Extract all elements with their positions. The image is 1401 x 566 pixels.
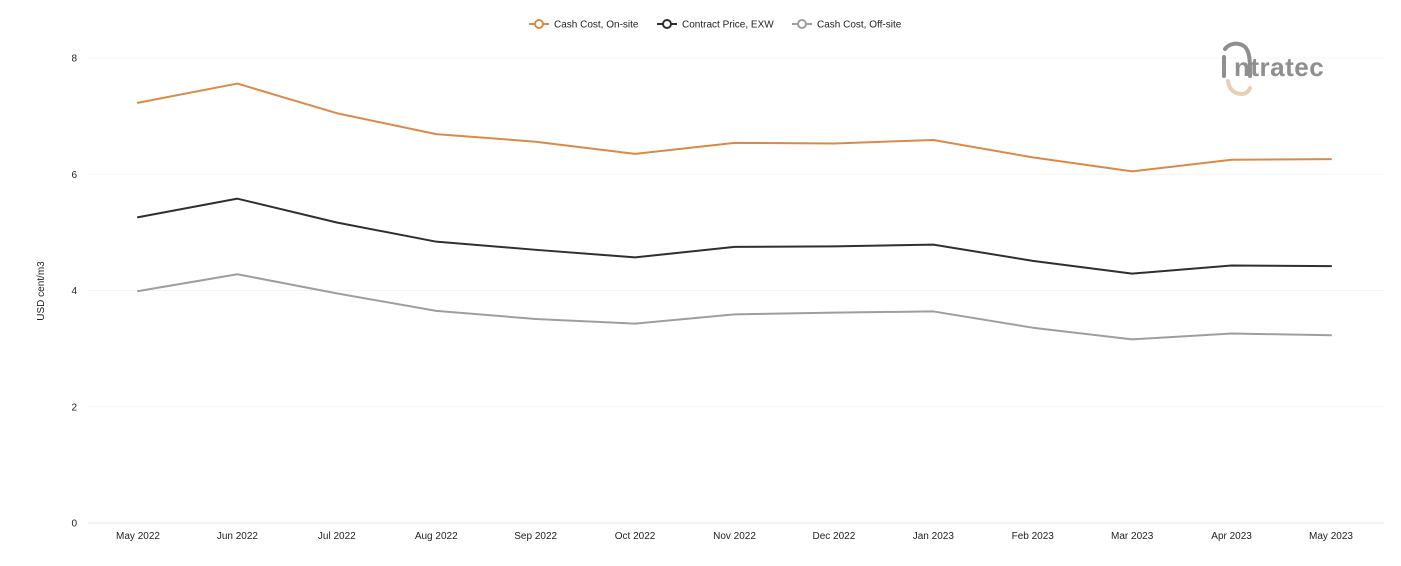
x-tick-label: Oct 2022: [615, 531, 656, 542]
gridlines: [88, 57, 1384, 524]
legend: Cash Cost, On-site Contract Price, EXW Cas…: [529, 19, 902, 31]
legend-label: Cash Cost, On-site: [554, 20, 639, 31]
x-tick-label: Nov 2022: [713, 531, 756, 542]
x-tick-label: Sep 2022: [514, 531, 557, 542]
x-tick-label: Jun 2022: [217, 531, 259, 542]
legend-item: Contract Price, EXW: [657, 19, 774, 31]
y-axis-title: USD cent/m3: [36, 261, 47, 321]
y-tick-label: 2: [71, 402, 77, 413]
x-tick-label: Jan 2023: [913, 531, 955, 542]
legend-label: Contract Price, EXW: [682, 20, 774, 31]
y-axis: 0 2 4 6 8: [71, 54, 77, 530]
legend-marker-icon: [534, 19, 544, 29]
y-tick-label: 6: [71, 170, 77, 181]
x-tick-label: May 2023: [1309, 531, 1353, 542]
y-tick-label: 0: [71, 519, 77, 530]
intratec-logo-icon: [1222, 41, 1252, 97]
brand-name: ntratec: [1234, 52, 1324, 82]
series-line-1: [137, 82, 1332, 173]
series-line-2: [137, 197, 1332, 275]
legend-marker-icon: [797, 19, 807, 29]
legend-label: Cash Cost, Off-site: [817, 20, 902, 31]
x-tick-label: May 2022: [116, 531, 160, 542]
y-tick-label: 4: [71, 286, 77, 297]
x-tick-label: Feb 2023: [1012, 531, 1055, 542]
legend-item: Cash Cost, On-site: [529, 19, 639, 31]
x-axis: May 2022 Jun 2022 Jul 2022 Aug 2022 Sep 2022…: [116, 531, 1353, 542]
x-tick-label: Jul 2022: [318, 531, 356, 542]
y-tick-label: 8: [71, 54, 77, 65]
brand-logo: ntratec: [1222, 41, 1324, 97]
series-layer: [137, 82, 1332, 341]
x-tick-label: Dec 2022: [813, 531, 856, 542]
legend-marker-icon: [662, 19, 672, 29]
series-line-3: [137, 273, 1332, 341]
legend-item: Cash Cost, Off-site: [792, 19, 902, 31]
x-tick-label: Apr 2023: [1211, 531, 1252, 542]
x-tick-label: Mar 2023: [1111, 531, 1154, 542]
x-tick-label: Aug 2022: [415, 531, 458, 542]
